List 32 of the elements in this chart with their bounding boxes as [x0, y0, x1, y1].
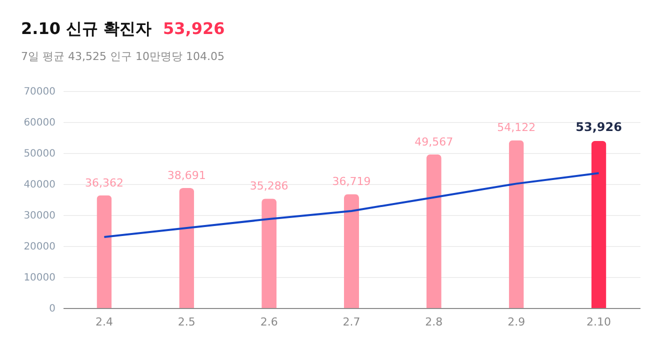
x-tick-label: 2.7 — [342, 316, 360, 328]
data-label: 53,926 — [576, 120, 622, 134]
data-label: 49,567 — [414, 135, 454, 148]
data-label: 38,691 — [167, 169, 206, 182]
y-tick-label: 10000 — [24, 272, 56, 284]
chart-subtitle: 7일 평균 43,525 인구 10만명당 104.05 — [21, 50, 224, 63]
y-tick-label: 70000 — [24, 86, 56, 98]
x-tick-label: 2.8 — [425, 316, 443, 328]
bar — [426, 154, 442, 308]
bar — [96, 195, 112, 308]
chart-title: 2.10 신규 확진자 — [21, 19, 152, 38]
text: 53,926 — [163, 19, 225, 38]
y-tick-label: 60000 — [24, 118, 56, 128]
x-tick-label: 2.10 — [586, 316, 612, 328]
data-label: 36,719 — [332, 175, 371, 188]
bar — [262, 198, 277, 308]
bar — [591, 140, 606, 308]
data-label: 36,362 — [84, 176, 124, 190]
x-tick-label: 2.9 — [508, 316, 526, 328]
y-tick-label: 0 — [49, 304, 56, 314]
bar — [179, 188, 194, 308]
x-tick-label: 2.4 — [95, 316, 113, 328]
x-tick-label: 2.5 — [178, 316, 196, 328]
x-tick-label: 2.6 — [260, 316, 278, 328]
bar — [508, 140, 524, 308]
y-tick-label: 40000 — [24, 180, 56, 190]
y-tick-label: 20000 — [24, 242, 56, 252]
y-tick-label: 30000 — [24, 210, 56, 222]
data-label: 54,122 — [497, 121, 536, 134]
y-tick-label: 50000 — [24, 148, 56, 160]
data-label: 35,286 — [250, 180, 288, 193]
bar — [344, 194, 359, 308]
